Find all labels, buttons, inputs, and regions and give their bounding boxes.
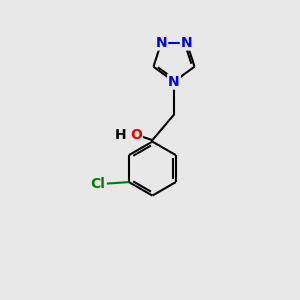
Text: N: N bbox=[155, 35, 167, 50]
Text: N: N bbox=[168, 75, 180, 88]
Text: N: N bbox=[181, 35, 193, 50]
Text: Cl: Cl bbox=[91, 177, 106, 190]
Text: O: O bbox=[130, 128, 142, 142]
Text: H: H bbox=[115, 128, 126, 142]
